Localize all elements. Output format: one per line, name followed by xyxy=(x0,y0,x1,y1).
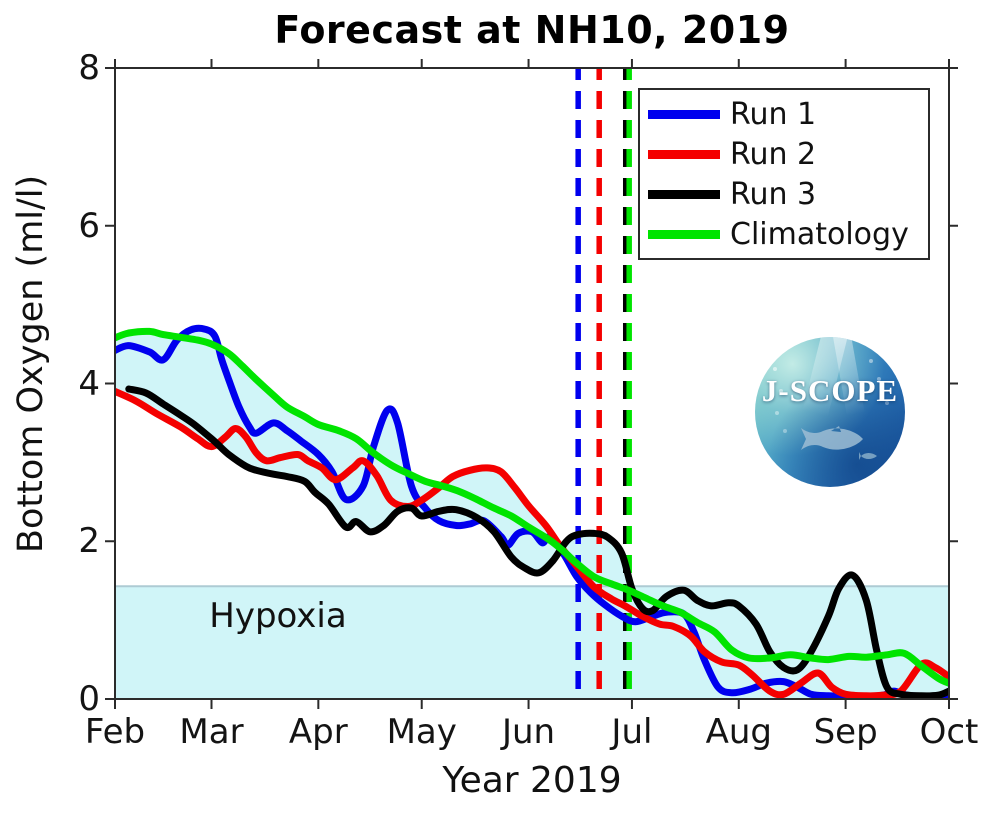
legend-entry-run-1: Run 1 xyxy=(640,97,928,132)
x-axis-label: Year 2019 xyxy=(442,760,622,801)
legend-label: Run 1 xyxy=(730,96,817,132)
x-tick-label-mar: Mar xyxy=(179,712,244,752)
x-tick-label-feb: Feb xyxy=(84,712,146,752)
x-tick-label-apr: Apr xyxy=(288,712,348,752)
hypoxia-annotation: Hypoxia xyxy=(209,596,347,636)
legend-label: Run 3 xyxy=(730,176,817,212)
series-line-climatology xyxy=(115,327,949,687)
y-tick-label-8: 8 xyxy=(78,48,100,88)
x-tick-label-oct: Oct xyxy=(919,712,979,752)
legend-box: Run 1 Run 2 Run 3 Climatology xyxy=(638,88,930,260)
x-tick-label-sep: Sep xyxy=(813,712,878,752)
y-tick-label-4: 4 xyxy=(78,363,100,404)
series-line-run-3 xyxy=(125,385,949,699)
legend-label: Climatology xyxy=(730,216,909,252)
bubbles-icon xyxy=(773,367,777,371)
legend-line-sample xyxy=(648,229,720,239)
x-tick-label-jun: Jun xyxy=(501,712,556,752)
chart-title: Forecast at NH10, 2019 xyxy=(274,8,790,52)
x-tick-label-aug: Aug xyxy=(705,712,772,752)
legend-line-sample xyxy=(648,149,720,159)
series-line-run-2 xyxy=(115,387,949,699)
legend-line-sample xyxy=(648,189,720,199)
fish-icon xyxy=(801,426,863,450)
y-tick-label-0: 0 xyxy=(78,679,100,719)
jscope-logo: J-SCOPE xyxy=(755,337,905,487)
legend-label: Run 2 xyxy=(730,136,817,172)
legend-entry-climatology: Climatology xyxy=(640,217,928,252)
y-tick-label-2: 2 xyxy=(78,521,100,562)
logo-text: J-SCOPE xyxy=(761,373,899,408)
legend-line-sample xyxy=(648,109,720,119)
x-tick-label-jul: Jul xyxy=(611,712,653,752)
y-tick-label-6: 6 xyxy=(78,205,100,246)
x-tick-label-may: May xyxy=(386,712,457,752)
legend-entry-run-3: Run 3 xyxy=(640,177,928,212)
small-fish-icon xyxy=(859,452,877,460)
legend-entry-run-2: Run 2 xyxy=(640,137,928,172)
